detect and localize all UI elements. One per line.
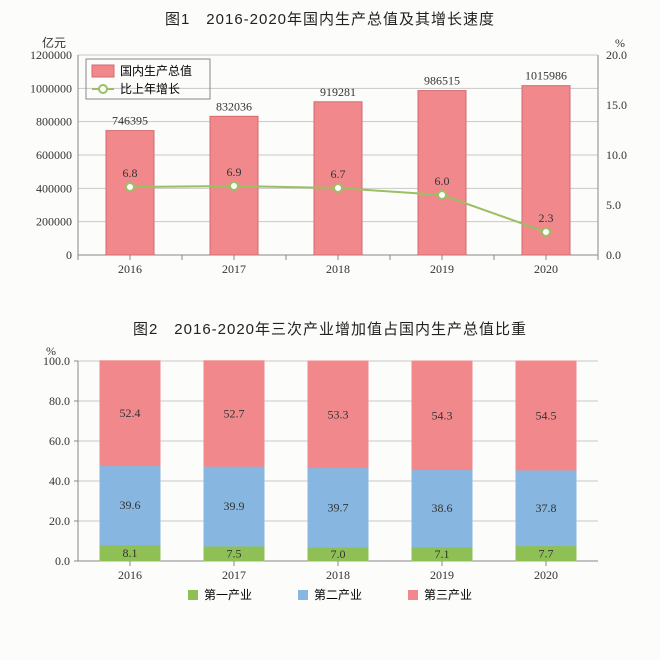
- left-tick: 400000: [36, 181, 72, 195]
- legend-bar-label: 国内生产总值: [120, 63, 192, 78]
- right-tick: 15.0: [606, 98, 627, 112]
- gdp-bar: [418, 91, 466, 255]
- seg1-value: 8.1: [123, 546, 138, 560]
- growth-value-label: 6.0: [435, 174, 450, 188]
- seg2-value: 38.6: [432, 501, 453, 515]
- seg3-value: 54.5: [536, 409, 557, 423]
- chart1-svg: 亿元%0200000400000600000800000100000012000…: [0, 29, 660, 309]
- x-tick: 2016: [118, 568, 142, 582]
- seg1-value: 7.1: [435, 547, 450, 561]
- gdp-bar: [106, 131, 154, 255]
- growth-value-label: 6.9: [227, 165, 242, 179]
- seg2-value: 39.6: [120, 498, 141, 512]
- x-tick: 2019: [430, 262, 454, 276]
- seg2-value: 39.9: [224, 499, 245, 513]
- x-tick: 2017: [222, 262, 246, 276]
- y-tick: 80.0: [49, 394, 70, 408]
- chart2-title: 图2 2016-2020年三次产业增加值占国内生产总值比重: [0, 318, 660, 339]
- right-tick: 10.0: [606, 148, 627, 162]
- chart2-legend: 第一产业 第二产业 第三产业: [188, 588, 472, 602]
- bar-value-label: 1015986: [525, 69, 567, 83]
- seg1-value: 7.5: [227, 547, 242, 561]
- chart1: 图1 2016-2020年国内生产总值及其增长速度 亿元%02000004000…: [0, 0, 660, 314]
- x-tick: 2016: [118, 262, 142, 276]
- bar-value-label: 986515: [424, 74, 460, 88]
- seg3-value: 53.3: [328, 407, 349, 421]
- growth-marker: [126, 183, 134, 191]
- seg3-value: 52.4: [120, 406, 141, 420]
- seg1-value: 7.0: [331, 547, 346, 561]
- right-tick: 0.0: [606, 248, 621, 262]
- right-tick: 20.0: [606, 48, 627, 62]
- chart2: 图2 2016-2020年三次产业增加值占国内生产总值比重 %0.020.040…: [0, 318, 660, 624]
- y-tick: 0.0: [55, 554, 70, 568]
- growth-marker: [334, 184, 342, 192]
- left-tick: 0: [66, 248, 72, 262]
- chart2-svg: %0.020.040.060.080.0100.08.139.652.42016…: [0, 339, 660, 619]
- right-tick: 5.0: [606, 198, 621, 212]
- legend-secondary-swatch: [298, 590, 308, 600]
- left-tick: 1200000: [30, 48, 72, 62]
- legend-primary-swatch: [188, 590, 198, 600]
- legend-tertiary-swatch: [408, 590, 418, 600]
- left-tick: 200000: [36, 215, 72, 229]
- chart1-legend: 国内生产总值比上年增长: [86, 59, 210, 99]
- legend-primary-label: 第一产业: [204, 588, 252, 602]
- left-tick: 600000: [36, 148, 72, 162]
- x-tick: 2020: [534, 262, 558, 276]
- chart1-title: 图1 2016-2020年国内生产总值及其增长速度: [0, 8, 660, 29]
- left-tick: 800000: [36, 115, 72, 129]
- seg3-value: 52.7: [224, 407, 245, 421]
- growth-value-label: 6.8: [123, 166, 138, 180]
- growth-value-label: 6.7: [331, 167, 346, 181]
- bar-value-label: 832036: [216, 99, 252, 113]
- legend-secondary-label: 第二产业: [314, 588, 362, 602]
- legend-tertiary-label: 第三产业: [424, 588, 472, 602]
- seg2-value: 37.8: [536, 501, 557, 515]
- seg1-value: 7.7: [539, 546, 554, 560]
- y-tick: 60.0: [49, 434, 70, 448]
- x-tick: 2020: [534, 568, 558, 582]
- bar-value-label: 746395: [112, 114, 148, 128]
- y-tick: 100.0: [43, 354, 70, 368]
- seg3-value: 54.3: [432, 408, 453, 422]
- growth-marker: [438, 191, 446, 199]
- growth-marker: [542, 228, 550, 236]
- seg2-value: 39.7: [328, 500, 349, 514]
- growth-value-label: 2.3: [539, 211, 554, 225]
- growth-marker: [230, 182, 238, 190]
- x-tick: 2017: [222, 568, 246, 582]
- bar-value-label: 919281: [320, 85, 356, 99]
- y-tick: 40.0: [49, 474, 70, 488]
- x-tick: 2018: [326, 568, 350, 582]
- y-tick: 20.0: [49, 514, 70, 528]
- x-tick: 2019: [430, 568, 454, 582]
- legend-line-label: 比上年增长: [120, 82, 180, 96]
- x-tick: 2018: [326, 262, 350, 276]
- left-tick: 1000000: [30, 81, 72, 95]
